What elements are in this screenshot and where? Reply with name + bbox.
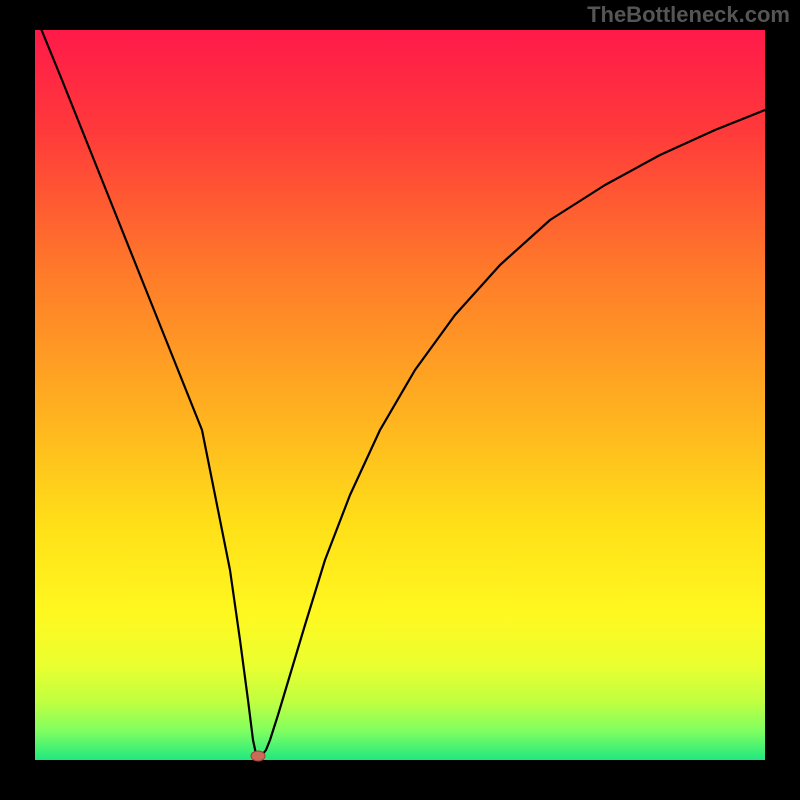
- chart-svg: [0, 0, 800, 800]
- chart-container: TheBottleneck.com: [0, 0, 800, 800]
- optimal-point-marker: [251, 751, 265, 761]
- watermark-text: TheBottleneck.com: [587, 2, 790, 28]
